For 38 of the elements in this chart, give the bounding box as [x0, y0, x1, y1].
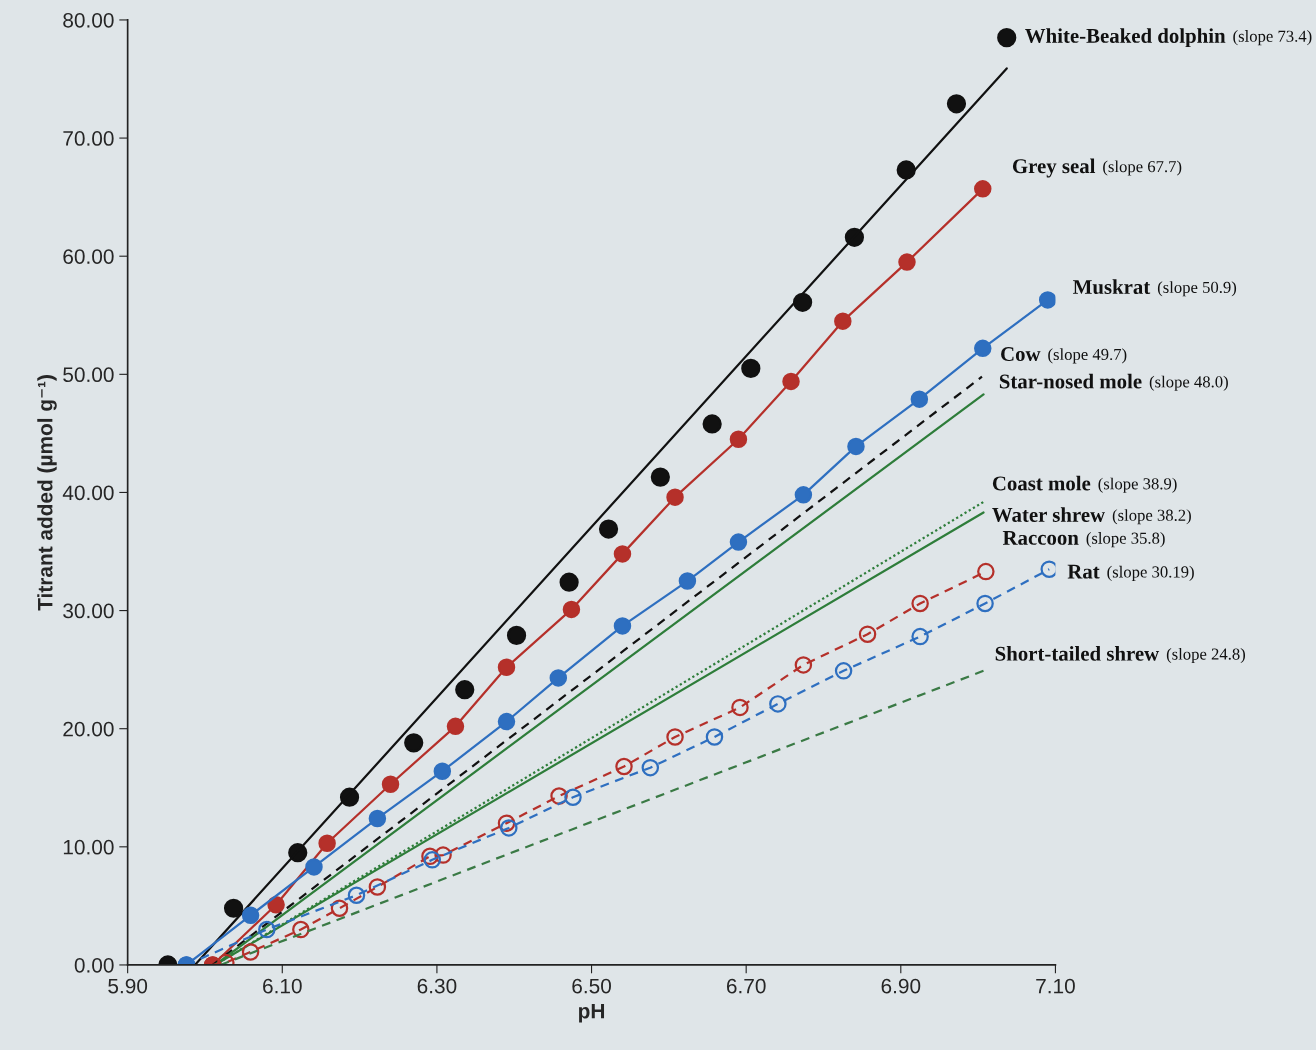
y-tick-label: 10.00: [63, 839, 114, 855]
series-label: Cow: [1001, 347, 1041, 362]
y-tick-label: 0.00: [74, 957, 114, 973]
series-label: Grey seal: [1012, 158, 1096, 178]
x-tick-label: 6.10: [263, 978, 302, 994]
text: (slope 30.19): [1107, 565, 1194, 581]
series-label: Water shrew: [992, 507, 1105, 523]
series-label: Rat: [1067, 564, 1100, 579]
series-label: White-Beaked dolphin: [1025, 28, 1226, 48]
text: (slope 73.4): [1233, 30, 1312, 46]
x-tick-label: 6.90: [881, 978, 921, 994]
text: (slope 67.7): [1103, 160, 1182, 176]
text: (slope 24.8): [1166, 647, 1246, 664]
x-axis-title: pH: [579, 1003, 605, 1023]
text: (slope 50.9): [1157, 281, 1237, 297]
y-tick-label: 60.00: [63, 249, 114, 264]
x-tick-label: 7.10: [1036, 978, 1075, 994]
text: (slope 38.2): [1112, 509, 1191, 525]
text: (slope 35.8): [1086, 532, 1165, 548]
series-label: Star-nosed mole: [999, 373, 1142, 389]
text: (slope 38.9): [1098, 477, 1177, 493]
text: (slope 48.0): [1149, 375, 1228, 391]
series-label: Coast mole: [992, 475, 1091, 491]
series-label: Muskrat: [1073, 279, 1151, 295]
y-tick-label: 30.00: [63, 603, 114, 619]
x-tick-label: 6.50: [572, 978, 611, 994]
annotation: (slope 49.7): [1048, 348, 1127, 364]
x-tick-label: 5.90: [108, 978, 148, 994]
series-label: Raccoon: [1002, 531, 1079, 545]
y-tick-label: 20.00: [63, 721, 114, 737]
y-axis-title: Titrant added (µmol g⁻¹): [37, 375, 57, 611]
series-label: Short-tailed shrew: [995, 646, 1160, 661]
y-tick-label: 50.00: [63, 367, 114, 383]
x-tick-label: 6.30: [417, 978, 457, 994]
y-tick-label: 80.00: [63, 12, 114, 28]
x-tick-label: 6.70: [726, 978, 766, 994]
y-tick-label: 70.00: [63, 131, 114, 146]
y-tick-label: 40.00: [62, 485, 114, 501]
